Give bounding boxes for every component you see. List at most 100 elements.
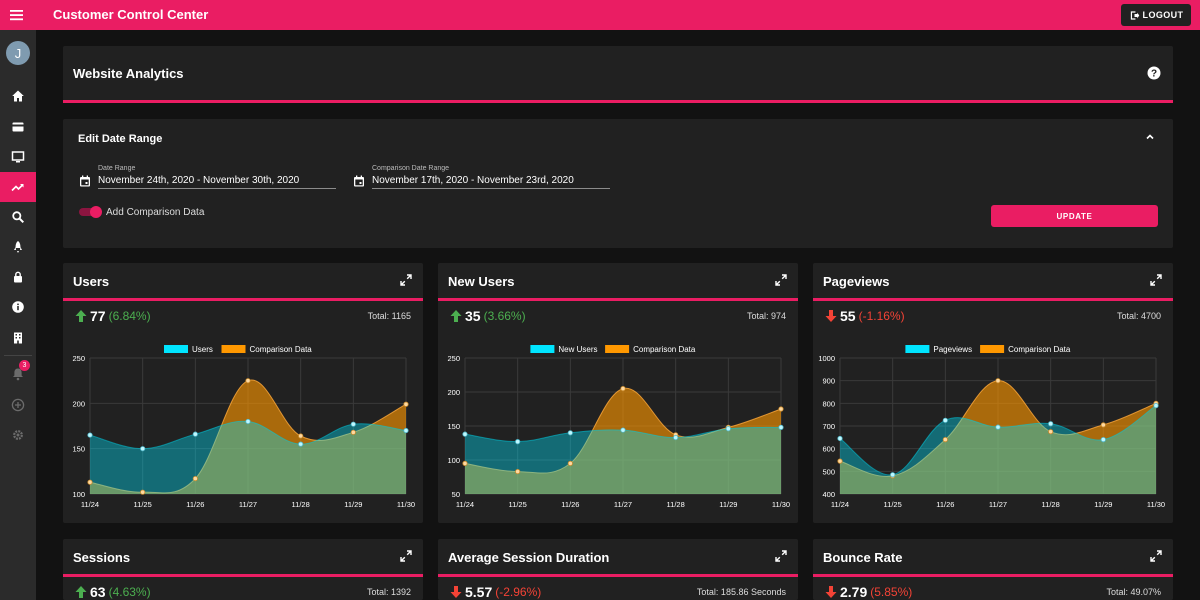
monitor-icon: [11, 151, 25, 163]
x-tick-label: 11/27: [614, 500, 632, 509]
info-icon: [12, 301, 24, 313]
y-tick-label: 700: [822, 422, 835, 431]
y-tick-label: 500: [822, 467, 835, 476]
data-point: [462, 431, 468, 437]
data-point: [995, 378, 1001, 384]
x-tick-label: 11/26: [561, 500, 579, 509]
sidebar: J 3: [0, 30, 36, 600]
x-tick-label: 11/27: [989, 500, 1007, 509]
metric-value: 2.79: [840, 584, 868, 600]
arrow-up-icon: [450, 310, 462, 322]
data-point: [245, 378, 251, 384]
data-point: [462, 460, 468, 466]
calendar-icon: [80, 175, 90, 187]
metric-change: (3.66%): [483, 309, 526, 323]
sidebar-item-company[interactable]: [0, 323, 36, 353]
x-tick-label: 11/24: [456, 500, 474, 509]
data-point: [515, 439, 521, 445]
expand-icon[interactable]: [1150, 550, 1162, 562]
x-tick-label: 11/29: [344, 500, 362, 509]
x-tick-label: 11/30: [772, 500, 790, 509]
sidebar-item-search[interactable]: [0, 202, 36, 232]
lock-icon: [14, 271, 22, 283]
x-tick-label: 11/29: [719, 500, 737, 509]
chart-legend: New Users Comparison Data: [530, 345, 696, 354]
y-tick-label: 800: [822, 399, 835, 408]
sidebar-item-home[interactable]: [0, 81, 36, 111]
menu-icon[interactable]: [8, 7, 26, 23]
sidebar-item-security[interactable]: [0, 262, 36, 292]
logout-label: LOGOUT: [1142, 10, 1184, 20]
logout-button[interactable]: LOGOUT: [1121, 4, 1191, 26]
notification-badge: 3: [19, 360, 30, 371]
analytics-header-panel: [63, 46, 1173, 101]
metric-row: 55 (-1.16%): [825, 308, 905, 324]
app-bar: Customer Control Center LOGOUT: [0, 0, 1200, 30]
metric-total: Total: 1165: [367, 311, 411, 321]
data-point: [1100, 437, 1106, 443]
toggle-thumb: [90, 206, 102, 218]
y-tick-label: 200: [72, 399, 85, 408]
accent-underline: [813, 298, 1173, 301]
x-tick-label: 11/26: [186, 500, 204, 509]
data-point: [567, 460, 573, 466]
data-point: [192, 475, 198, 482]
legend-label: Comparison Data: [1008, 345, 1071, 354]
data-point: [725, 426, 731, 432]
avatar[interactable]: J: [6, 41, 30, 65]
data-point: [298, 441, 304, 447]
x-tick-label: 11/27: [239, 500, 257, 509]
expand-icon[interactable]: [775, 550, 787, 562]
date-range-field[interactable]: November 24th, 2020 - November 30th, 202…: [98, 175, 336, 189]
card-title: Pageviews: [823, 274, 890, 289]
x-tick-label: 11/28: [292, 500, 310, 509]
expand-icon[interactable]: [775, 274, 787, 286]
accent-underline: [63, 574, 423, 577]
sidebar-item-launch[interactable]: [0, 232, 36, 262]
expand-icon[interactable]: [400, 274, 412, 286]
sidebar-item-analytics[interactable]: [0, 172, 36, 202]
update-button[interactable]: UPDATE: [991, 205, 1158, 227]
trending-up-icon: [11, 183, 24, 192]
metric-row: 63 (4.63%): [75, 584, 151, 600]
legend-swatch: [530, 345, 555, 353]
x-tick-label: 11/30: [1147, 500, 1165, 509]
x-tick-label: 11/25: [884, 500, 902, 509]
comparison-range-field[interactable]: November 17th, 2020 - November 23rd, 202…: [372, 175, 610, 189]
metric-change: (5.85%): [870, 585, 913, 599]
arrow-down-icon: [825, 586, 837, 598]
expand-icon[interactable]: [1150, 274, 1162, 286]
home-icon: [12, 90, 24, 102]
x-tick-label: 11/24: [831, 500, 849, 509]
expand-icon[interactable]: [400, 550, 412, 562]
data-point: [1153, 403, 1159, 409]
legend-swatch: [605, 345, 630, 353]
accent-underline: [63, 298, 423, 301]
metric-card: [63, 539, 423, 600]
arrow-up-icon: [75, 310, 87, 322]
data-point: [87, 479, 93, 485]
data-point: [245, 418, 251, 425]
legend-label: Users: [192, 345, 213, 354]
y-tick-label: 100: [72, 490, 85, 499]
card-title: Average Session Duration: [448, 550, 610, 565]
data-point: [778, 406, 784, 412]
calendar-icon: [354, 175, 364, 187]
sidebar-item-billing[interactable]: [0, 112, 36, 142]
arrow-down-icon: [450, 586, 462, 598]
sidebar-item-settings[interactable]: [0, 420, 36, 450]
metric-row: 77 (6.84%): [75, 308, 151, 324]
sidebar-item-monitor[interactable]: [0, 142, 36, 172]
chart-legend: Users Comparison Data: [164, 345, 312, 354]
sidebar-item-notifications[interactable]: 3: [0, 359, 36, 389]
x-tick-label: 11/24: [81, 500, 99, 509]
sidebar-item-add[interactable]: [0, 390, 36, 420]
card-title: Users: [73, 274, 110, 289]
area-chart: New Users Comparison Data 50 100 150 200 250 11…: [447, 345, 790, 509]
chevron-up-icon[interactable]: [1145, 132, 1155, 142]
help-icon[interactable]: ?: [1147, 66, 1161, 80]
metric-row: 5.57 (-2.96%): [450, 584, 541, 600]
sidebar-item-info[interactable]: [0, 292, 36, 322]
comparison-toggle[interactable]: [79, 206, 102, 218]
logout-icon: [1130, 10, 1139, 20]
